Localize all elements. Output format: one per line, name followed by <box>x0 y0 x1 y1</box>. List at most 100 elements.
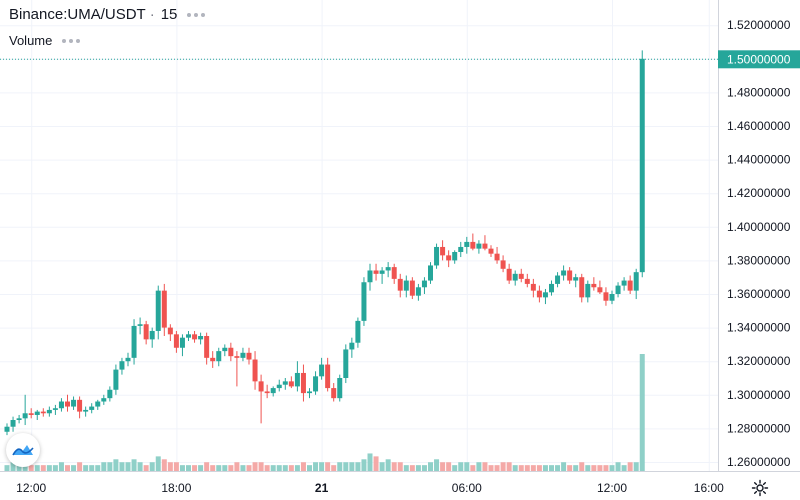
volume-bar <box>361 459 367 471</box>
volume-bar <box>155 456 161 471</box>
candle-body <box>240 352 246 358</box>
legend-separator: · <box>149 6 155 23</box>
symbol-more-icon[interactable] <box>187 12 206 17</box>
time-tick-label: 18:00 <box>161 481 191 495</box>
candle-body <box>65 401 70 407</box>
volume-bar <box>204 462 210 471</box>
time-tick-label: 16:00 <box>694 481 724 495</box>
volume-bar <box>597 465 603 471</box>
volume-bar <box>52 465 58 471</box>
candle-body <box>10 420 16 427</box>
last-price-value: 1.50000000 <box>727 52 791 66</box>
price-tick-label: 1.32000000 <box>727 354 791 368</box>
candle-body <box>131 325 137 358</box>
candle-body <box>591 283 597 288</box>
candle-body <box>452 252 458 261</box>
price-tick-label: 1.46000000 <box>727 119 791 133</box>
candle-body <box>603 292 609 301</box>
volume-bar <box>161 459 167 471</box>
candle-body <box>415 287 421 296</box>
candle-body <box>71 399 77 407</box>
interval-label: 15 <box>160 6 178 23</box>
volume-bar <box>500 462 506 471</box>
time-axis-background[interactable] <box>0 472 800 500</box>
volume-bar <box>16 465 22 471</box>
candle-body <box>125 357 131 362</box>
gear-icon[interactable] <box>751 479 769 497</box>
candle-body <box>228 347 234 357</box>
volume-bar <box>470 465 476 471</box>
volume-bar <box>555 465 561 471</box>
volume-bar <box>409 465 415 471</box>
volume-bar <box>89 465 95 471</box>
symbol-legend: Binance:UMA/USDT · 15 <box>9 6 206 23</box>
candle-body <box>633 272 639 291</box>
candle-body <box>52 408 58 410</box>
volume-bar <box>282 465 288 471</box>
candle-body <box>397 278 403 291</box>
candle-body <box>458 246 464 252</box>
volume-bar <box>58 462 64 471</box>
volume-bar <box>149 462 155 471</box>
price-tick-label: 1.42000000 <box>727 186 791 200</box>
last-price-badge: 1.50000000 <box>718 50 800 69</box>
volume-bar <box>331 465 337 471</box>
volume-bar <box>125 462 131 471</box>
candle-body <box>77 399 83 412</box>
volume-bar <box>494 465 500 471</box>
candle-body <box>325 364 331 389</box>
candle-body <box>83 409 89 412</box>
volume-bar <box>228 465 234 471</box>
volume-bar <box>313 462 319 471</box>
volume-bar <box>349 462 355 471</box>
volume-bar <box>567 465 573 471</box>
tradingview-logo-icon[interactable] <box>6 433 40 467</box>
volume-bar <box>119 462 125 471</box>
volume-bar <box>246 465 252 471</box>
volume-bar <box>403 465 409 471</box>
candle-body <box>258 381 264 392</box>
price-tick-label: 1.36000000 <box>727 287 791 301</box>
candle-body <box>373 270 379 274</box>
price-tick-label: 1.30000000 <box>727 388 791 402</box>
candle-body <box>167 327 173 335</box>
volume-bar <box>367 453 373 471</box>
price-tick-label: 1.26000000 <box>727 455 791 469</box>
candle-body <box>639 58 645 273</box>
volume-bar <box>476 462 482 471</box>
volume-bar <box>167 462 173 471</box>
candle-body <box>113 369 119 390</box>
candle-body <box>40 411 46 414</box>
volume-bar <box>482 462 488 471</box>
candle-body <box>192 334 198 340</box>
candle-body <box>512 273 518 281</box>
candle-body <box>95 401 101 407</box>
volume-bar <box>288 465 294 471</box>
volume-label: Volume <box>9 33 53 48</box>
volume-bar <box>65 465 70 471</box>
volume-bar <box>40 465 46 471</box>
volume-bar <box>385 459 391 471</box>
candle-body <box>391 267 397 279</box>
volume-bar <box>264 465 270 471</box>
candle-body <box>270 388 276 394</box>
volume-bar <box>373 456 379 471</box>
volume-bar <box>434 459 440 471</box>
volume-bars <box>4 354 645 471</box>
volume-bar <box>530 465 536 471</box>
candle-body <box>421 280 427 288</box>
volume-bar <box>4 465 10 471</box>
candle-body <box>313 376 319 392</box>
candle-body <box>561 270 567 276</box>
volume-bar <box>83 465 89 471</box>
volume-bar <box>458 462 464 471</box>
time-tick-label: 12:00 <box>597 481 627 495</box>
volume-more-icon[interactable] <box>62 38 81 43</box>
volume-bar <box>536 465 542 471</box>
price-axis-background[interactable] <box>718 0 800 472</box>
time-tick-label: 21 <box>315 481 329 495</box>
volume-bar <box>186 465 191 471</box>
candle-body <box>621 280 627 286</box>
volume-bar <box>415 465 421 471</box>
